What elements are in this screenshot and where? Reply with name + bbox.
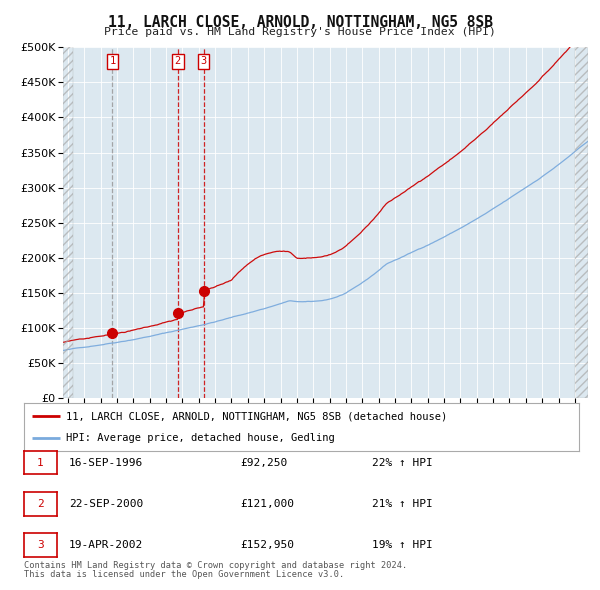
Text: 1: 1	[109, 56, 116, 66]
Text: 19-APR-2002: 19-APR-2002	[69, 540, 143, 550]
Text: £152,950: £152,950	[240, 540, 294, 550]
Text: £92,250: £92,250	[240, 458, 287, 467]
Text: 21% ↑ HPI: 21% ↑ HPI	[372, 499, 433, 509]
Text: 19% ↑ HPI: 19% ↑ HPI	[372, 540, 433, 550]
Text: This data is licensed under the Open Government Licence v3.0.: This data is licensed under the Open Gov…	[24, 570, 344, 579]
Text: 11, LARCH CLOSE, ARNOLD, NOTTINGHAM, NG5 8SB (detached house): 11, LARCH CLOSE, ARNOLD, NOTTINGHAM, NG5…	[65, 411, 447, 421]
Text: 22-SEP-2000: 22-SEP-2000	[69, 499, 143, 509]
Text: 16-SEP-1996: 16-SEP-1996	[69, 458, 143, 467]
Text: 2: 2	[37, 499, 44, 509]
Text: 1: 1	[37, 458, 44, 467]
Text: Contains HM Land Registry data © Crown copyright and database right 2024.: Contains HM Land Registry data © Crown c…	[24, 560, 407, 569]
Text: HPI: Average price, detached house, Gedling: HPI: Average price, detached house, Gedl…	[65, 433, 334, 443]
Text: 3: 3	[200, 56, 207, 66]
Text: Price paid vs. HM Land Registry's House Price Index (HPI): Price paid vs. HM Land Registry's House …	[104, 27, 496, 37]
Text: 2: 2	[175, 56, 181, 66]
Text: £121,000: £121,000	[240, 499, 294, 509]
Text: 11, LARCH CLOSE, ARNOLD, NOTTINGHAM, NG5 8SB: 11, LARCH CLOSE, ARNOLD, NOTTINGHAM, NG5…	[107, 15, 493, 30]
Text: 3: 3	[37, 540, 44, 550]
Text: 22% ↑ HPI: 22% ↑ HPI	[372, 458, 433, 467]
